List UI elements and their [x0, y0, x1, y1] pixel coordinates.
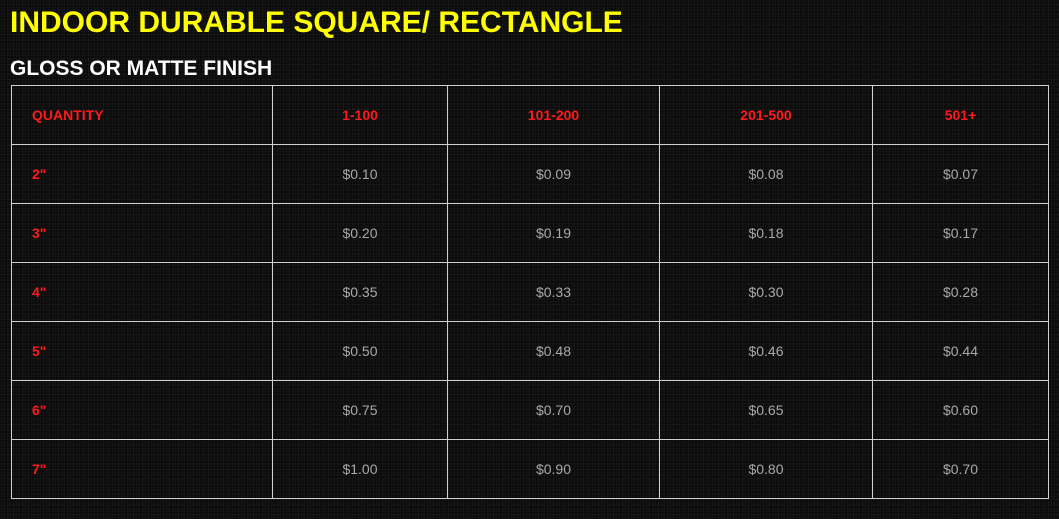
table-row: 5" $0.50 $0.48 $0.46 $0.44 [11, 321, 1049, 381]
column-header-501-plus: 501+ [872, 85, 1049, 145]
page-title: INDOOR DURABLE SQUARE/ RECTANGLE [10, 6, 623, 39]
price-table: QUANTITY 1-100 101-200 201-500 501+ 2" $… [11, 85, 1049, 499]
price-cell: $0.09 [447, 144, 660, 204]
table-row: 4" $0.35 $0.33 $0.30 $0.28 [11, 262, 1049, 322]
price-cell: $0.46 [659, 321, 873, 381]
table-row: 6" $0.75 $0.70 $0.65 $0.60 [11, 380, 1049, 440]
size-cell: 7" [11, 439, 273, 499]
column-header-1-100: 1-100 [272, 85, 448, 145]
price-cell: $0.35 [272, 262, 448, 322]
price-cell: $0.48 [447, 321, 660, 381]
price-cell: $0.70 [447, 380, 660, 440]
price-cell: $0.90 [447, 439, 660, 499]
price-cell: $0.10 [272, 144, 448, 204]
size-cell: 3" [11, 203, 273, 263]
price-cell: $0.30 [659, 262, 873, 322]
price-cell: $0.17 [872, 203, 1049, 263]
price-cell: $0.33 [447, 262, 660, 322]
page-subtitle: GLOSS OR MATTE FINISH [10, 57, 273, 80]
size-cell: 5" [11, 321, 273, 381]
price-cell: $0.60 [872, 380, 1049, 440]
table-header-row: QUANTITY 1-100 101-200 201-500 501+ [11, 85, 1049, 145]
price-cell: $0.19 [447, 203, 660, 263]
price-cell: $0.50 [272, 321, 448, 381]
price-cell: $0.75 [272, 380, 448, 440]
table-row: 3" $0.20 $0.19 $0.18 $0.17 [11, 203, 1049, 263]
price-cell: $0.44 [872, 321, 1049, 381]
price-cell: $0.70 [872, 439, 1049, 499]
price-cell: $1.00 [272, 439, 448, 499]
price-cell: $0.65 [659, 380, 873, 440]
price-cell: $0.80 [659, 439, 873, 499]
column-header-201-500: 201-500 [659, 85, 873, 145]
size-cell: 2" [11, 144, 273, 204]
table-row: 2" $0.10 $0.09 $0.08 $0.07 [11, 144, 1049, 204]
column-header-quantity: QUANTITY [11, 85, 273, 145]
column-header-101-200: 101-200 [447, 85, 660, 145]
price-cell: $0.08 [659, 144, 873, 204]
table-row: 7" $1.00 $0.90 $0.80 $0.70 [11, 439, 1049, 499]
size-cell: 6" [11, 380, 273, 440]
price-cell: $0.28 [872, 262, 1049, 322]
price-cell: $0.20 [272, 203, 448, 263]
price-cell: $0.07 [872, 144, 1049, 204]
size-cell: 4" [11, 262, 273, 322]
price-cell: $0.18 [659, 203, 873, 263]
